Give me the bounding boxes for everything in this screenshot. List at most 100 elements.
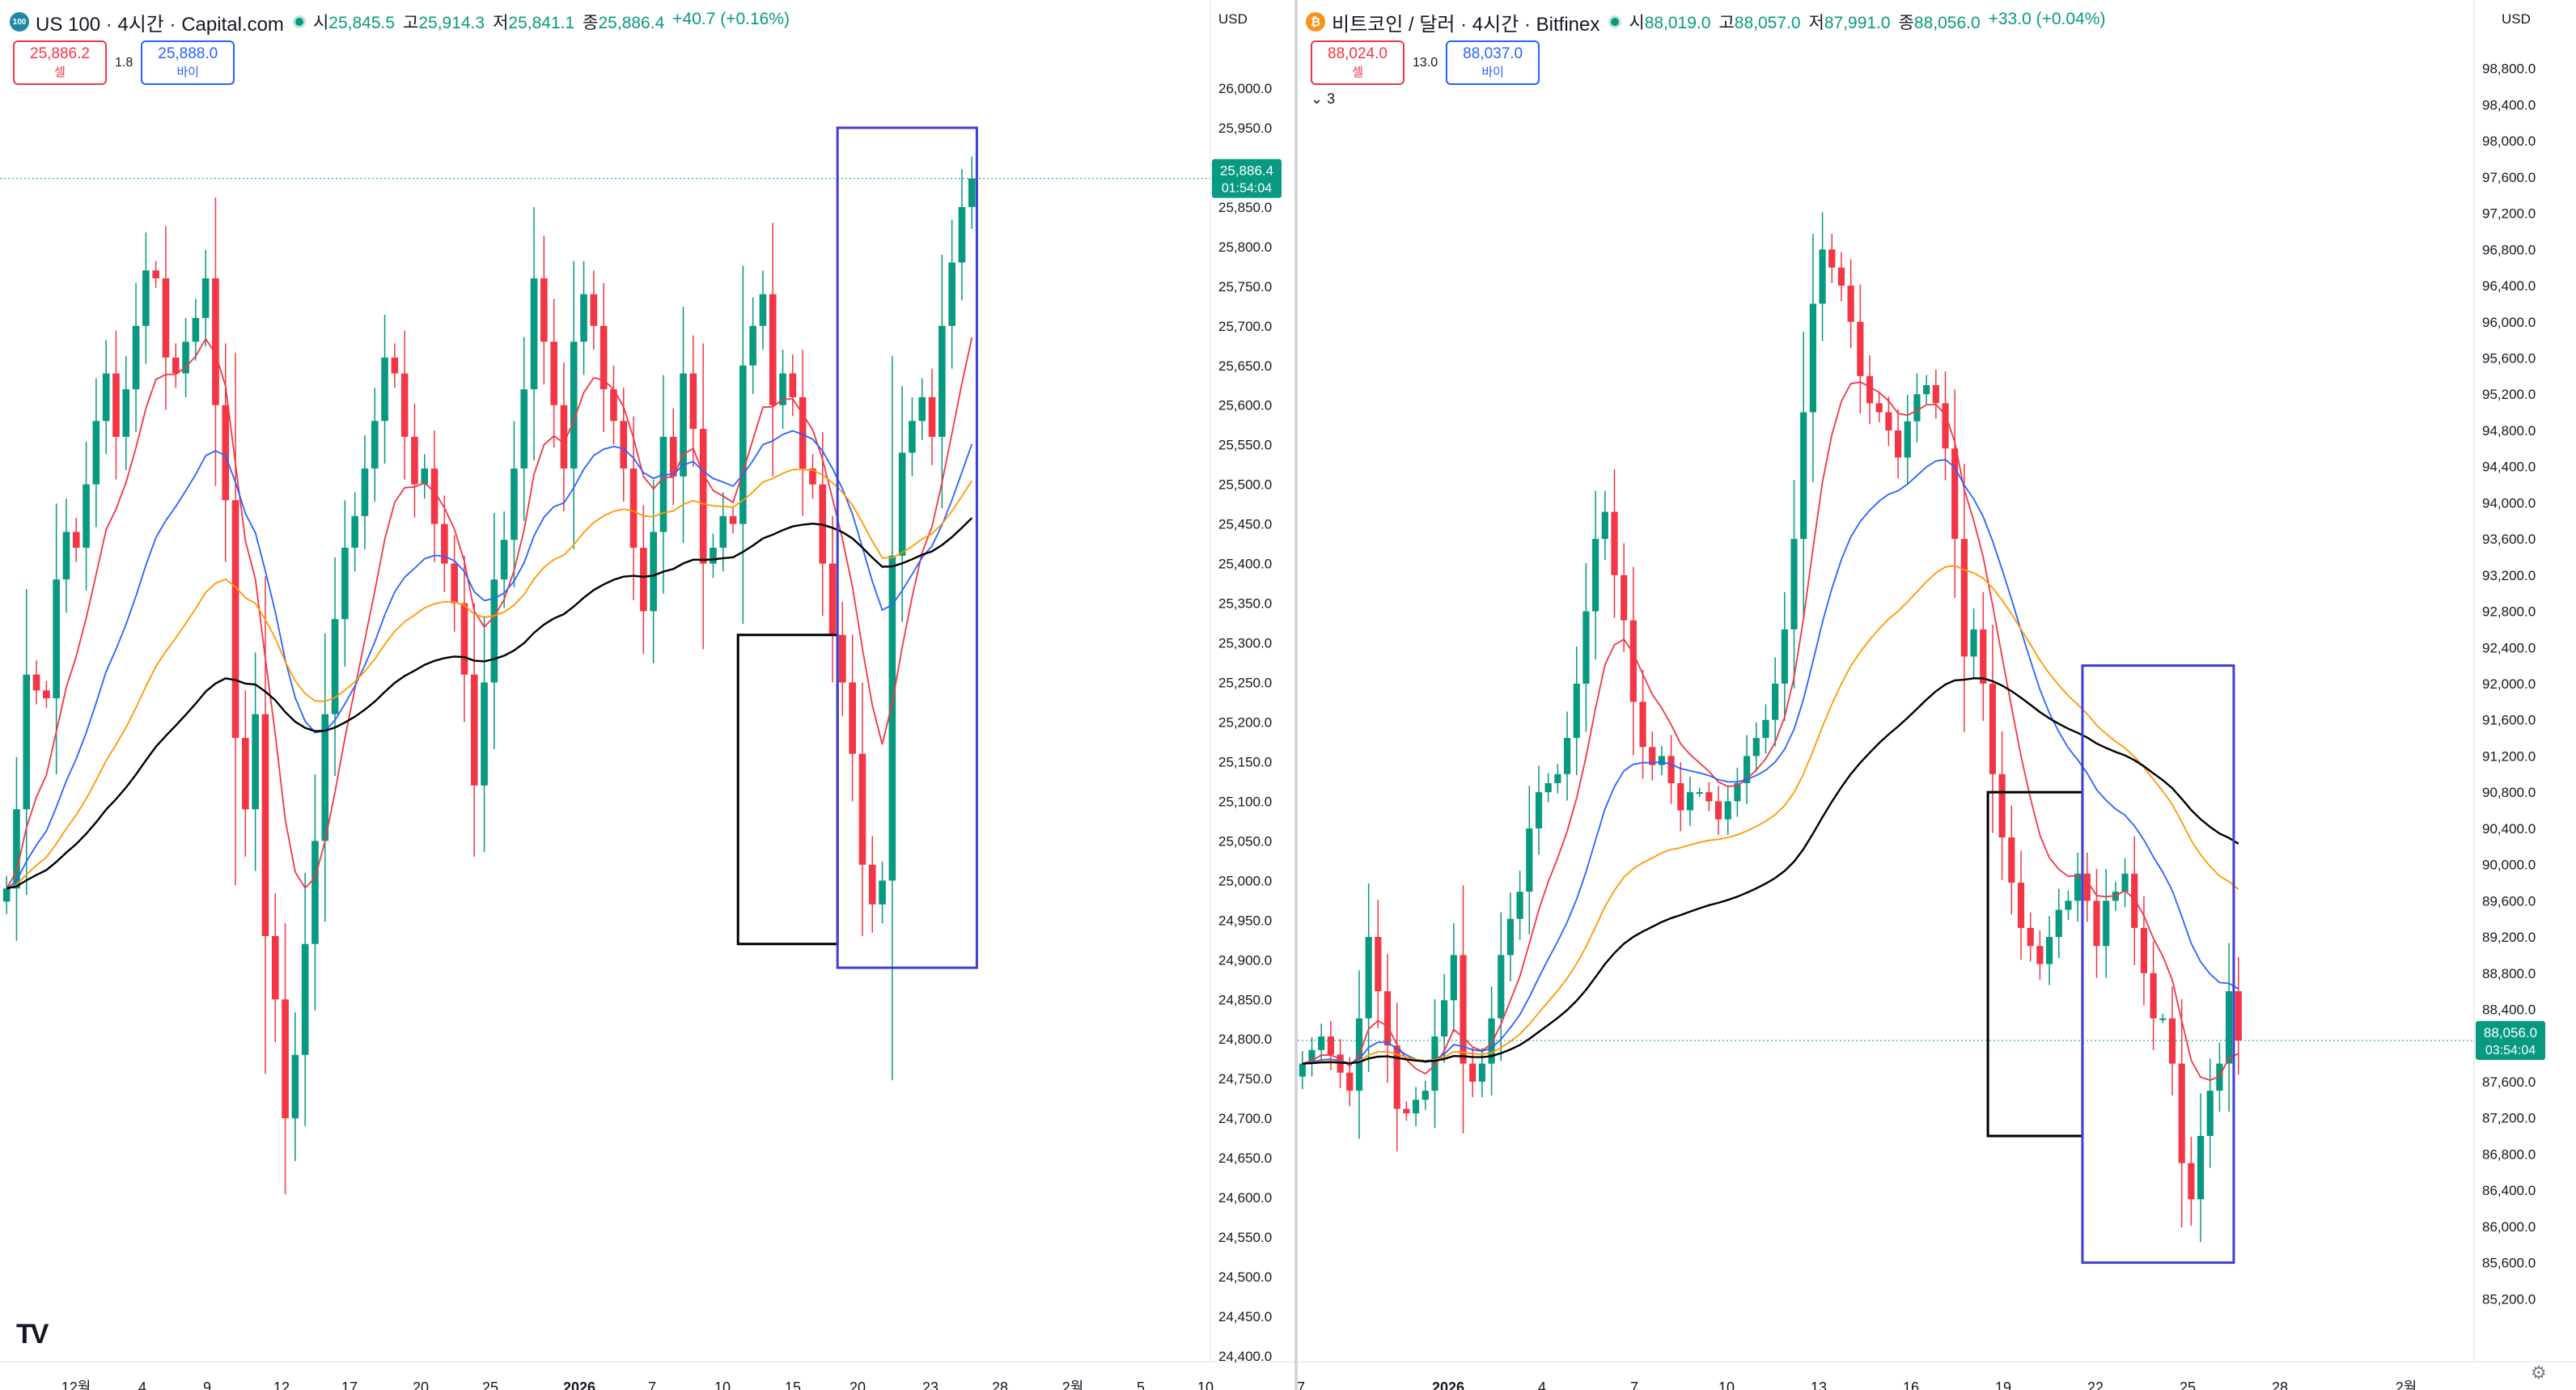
blue-annotation-rectangle[interactable] — [2081, 664, 2235, 1265]
candle-body — [331, 619, 339, 714]
candle-body — [2103, 901, 2110, 947]
last-price-label: 25,886.4 — [1220, 163, 1273, 179]
candlestick-chart-right[interactable]: 85,200.0 85,600.0 86,000.0 86,400.0 86,800.0… — [1298, 0, 2576, 1390]
y-tick-label: 90,400.0 — [2482, 821, 2536, 837]
candle-body — [1837, 267, 1845, 286]
candle-body — [341, 548, 349, 620]
candle-body — [1544, 782, 1552, 793]
candle-body — [1582, 611, 1590, 684]
x-tick-label: 23 — [922, 1379, 938, 1390]
candle-body — [271, 935, 279, 1000]
symbol-title-left[interactable]: US 100 · 4시간 · Capital.com — [36, 13, 284, 36]
candle-body — [2036, 946, 2044, 964]
y-tick-label: 92,400.0 — [2482, 640, 2536, 655]
panel-divider[interactable] — [1294, 0, 1298, 1390]
candle-body — [451, 563, 458, 604]
x-tick-label: 7 — [1298, 1379, 1305, 1390]
symbol-title-right[interactable]: 비트코인 / 달러 · 4시간 · Bitfinex — [1332, 13, 1600, 36]
candle-body — [2131, 873, 2138, 928]
y-tick-label: 25,250.0 — [1218, 676, 1272, 691]
candle-body — [2178, 1063, 2185, 1163]
candle-body — [2017, 882, 2025, 928]
candle-body — [2235, 991, 2242, 1040]
candle-body — [53, 579, 60, 699]
candle-body — [540, 278, 548, 342]
candle-body — [1819, 249, 1826, 304]
candle-body — [1383, 991, 1392, 1046]
candle-body — [600, 325, 608, 390]
y-tick-label: 90,800.0 — [2482, 785, 2536, 800]
candle-body — [650, 532, 657, 612]
candle-body — [1601, 511, 1608, 540]
bar-countdown-label: 03:54:04 — [2485, 1044, 2536, 1057]
y-tick-label: 24,400.0 — [1218, 1349, 1272, 1364]
blue-annotation-rectangle[interactable] — [836, 126, 978, 969]
sell-button-right[interactable]: 88,024.0 셀 — [1311, 40, 1405, 85]
y-tick-label: 96,800.0 — [2482, 242, 2536, 257]
y-tick-label: 25,500.0 — [1218, 477, 1272, 493]
black-annotation-rectangle[interactable] — [736, 634, 839, 946]
candle-body — [1506, 918, 1515, 956]
indicators-toggle[interactable]: ⌄ 3 — [1311, 91, 1336, 107]
y-tick-label: 91,600.0 — [2482, 713, 2536, 728]
tradingview-logo[interactable]: TV — [16, 1319, 49, 1350]
moving-average-line — [1302, 381, 2239, 1082]
candle-body — [1743, 756, 1751, 783]
candle-body — [1790, 539, 1798, 629]
candle-body — [1875, 403, 1883, 413]
ohlc-values-left: 시25,845.5 고25,914.3 저25,841.1 종25,886.4 … — [312, 10, 790, 32]
candle-body — [749, 325, 756, 366]
y-tick-label: 25,150.0 — [1218, 754, 1272, 769]
y-tick-label: 87,600.0 — [2482, 1074, 2536, 1090]
y-tick-label: 88,800.0 — [2482, 966, 2536, 981]
candle-body — [311, 841, 319, 944]
candle-body — [1686, 792, 1694, 811]
candle-body — [659, 436, 667, 532]
y-tick-label: 86,000.0 — [2482, 1219, 2536, 1235]
currency-label-right[interactable]: USD — [2502, 11, 2531, 27]
candle-body — [1809, 303, 1816, 413]
candle-body — [2168, 1018, 2176, 1064]
x-tick-label: 17 — [341, 1379, 358, 1390]
chart-panel-left[interactable]: 24,400.0 24,450.0 24,500.0 24,550.0 24,600.0… — [0, 0, 1294, 1390]
candle-body — [669, 436, 677, 477]
chart-panel-right[interactable]: 85,200.0 85,600.0 86,000.0 86,400.0 86,800.0… — [1298, 0, 2576, 1390]
candle-body — [550, 341, 557, 405]
y-tick-label: 24,500.0 — [1218, 1269, 1272, 1285]
candle-body — [849, 682, 856, 754]
y-tick-label: 25,850.0 — [1218, 200, 1272, 215]
candle-body — [142, 270, 150, 326]
y-tick-label: 96,400.0 — [2482, 278, 2536, 294]
y-tick-label: 89,600.0 — [2482, 893, 2536, 909]
x-tick-label: 10 — [1718, 1379, 1735, 1390]
candle-body — [1724, 801, 1731, 820]
currency-label-left[interactable]: USD — [1218, 11, 1248, 27]
candle-body — [590, 294, 598, 326]
x-tick-label: 12 — [273, 1379, 290, 1390]
candle-body — [1460, 955, 1467, 1064]
x-tick-label: 4 — [1538, 1379, 1546, 1390]
candle-body — [2206, 1091, 2214, 1137]
candle-body — [1847, 286, 1854, 322]
sell-button-left[interactable]: 25,886.2 셀 — [13, 40, 107, 85]
candle-body — [172, 357, 180, 374]
candle-body — [490, 579, 498, 683]
candle-body — [1299, 1063, 1306, 1077]
x-tick-label: 28 — [992, 1379, 1008, 1390]
x-tick-label: 12월 — [61, 1379, 91, 1390]
candle-body — [2055, 909, 2062, 938]
candle-body — [520, 389, 528, 469]
candle-body — [460, 603, 468, 675]
candlestick-chart-left[interactable]: 24,400.0 24,450.0 24,500.0 24,550.0 24,600.0… — [0, 0, 1294, 1390]
candle-body — [1894, 430, 1902, 458]
settings-gear-icon[interactable]: ⚙ — [2531, 1362, 2547, 1383]
candle-body — [13, 809, 20, 889]
candle-body — [371, 421, 379, 469]
y-tick-label: 25,800.0 — [1218, 239, 1272, 255]
y-tick-label: 25,450.0 — [1218, 517, 1272, 532]
buy-button-left[interactable]: 25,888.0 바이 — [141, 40, 235, 85]
buy-button-right[interactable]: 88,037.0 바이 — [1446, 40, 1540, 85]
candle-body — [610, 389, 617, 422]
candle-body — [192, 317, 200, 342]
y-tick-label: 24,550.0 — [1218, 1230, 1272, 1245]
